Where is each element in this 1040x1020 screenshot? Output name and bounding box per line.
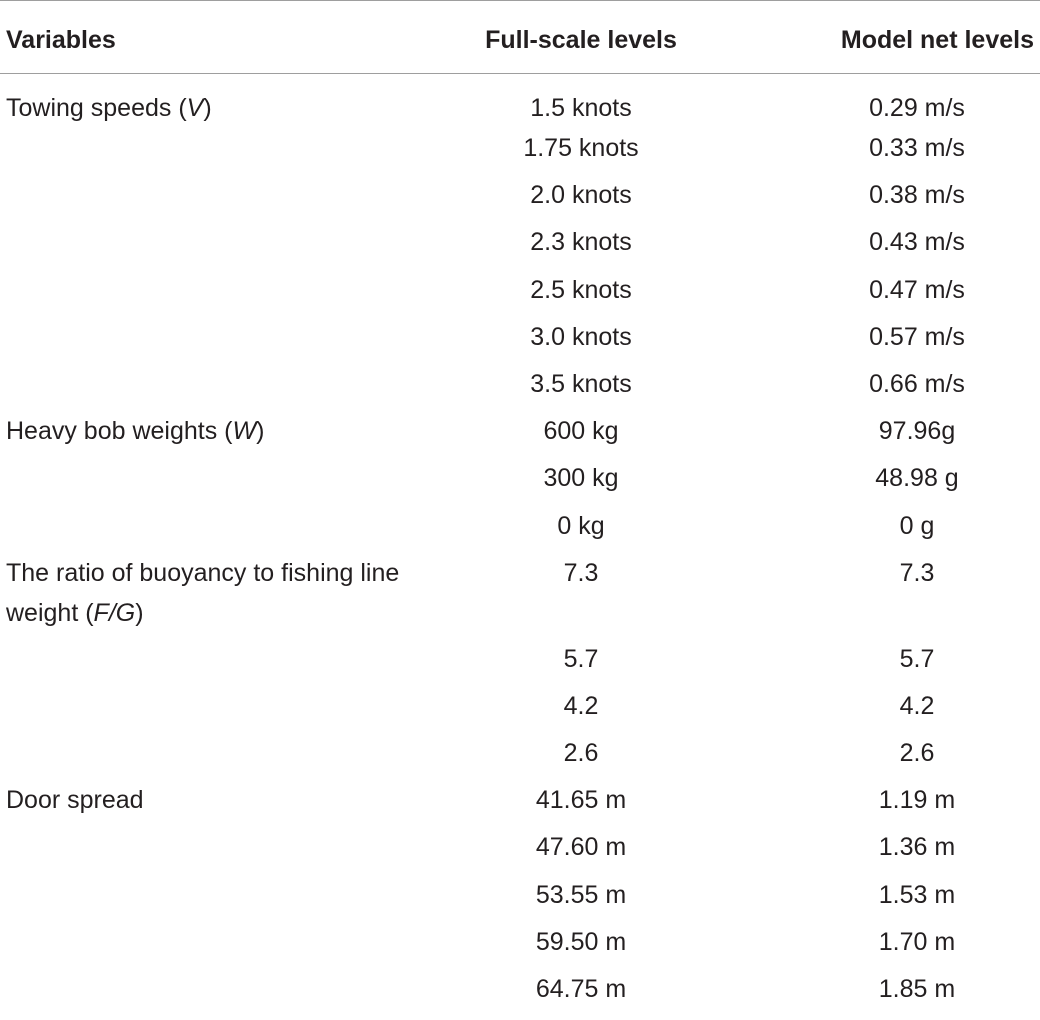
cell-full-scale-level: 5.7 <box>563 644 599 673</box>
cell-model-net-level: 0.33 m/s <box>869 134 965 162</box>
cell-variable: The ratio of buoyancy to fishing line we… <box>0 553 412 639</box>
table-row: 53.55 m 1.53 m <box>0 875 1040 922</box>
table-row: The ratio of buoyancy to fishing line we… <box>0 553 1040 639</box>
cell-full-scale-level: 2.3 knots <box>530 228 632 257</box>
cell-model-net-level: 7.3 <box>899 558 935 587</box>
cell-full-scale-level: 300 kg <box>543 464 619 493</box>
table-row: 1.75 knots 0.33 m/s <box>0 128 1040 175</box>
cell-model-net-level: 0 g <box>899 511 935 540</box>
table-row: 3.5 knots 0.66 m/s <box>0 364 1040 411</box>
cell-variable: Heavy bob weights (W) <box>0 411 412 458</box>
table-row: 59.50 m 1.70 m <box>0 922 1040 969</box>
cell-model-net-level: 2.6 <box>899 739 935 768</box>
cell-full-scale-level: 3.5 knots <box>530 369 632 398</box>
cell-full-scale-level: 47.60 m <box>535 833 627 862</box>
cell-variable <box>0 175 412 222</box>
variable-suffix: ) <box>203 94 212 122</box>
cell-model-net-level: 97.96g <box>878 417 956 446</box>
table-row: 47.60 m 1.36 m <box>0 827 1040 874</box>
cell-model-net-level: 0.66 m/s <box>869 369 965 398</box>
table-body: Towing speeds (V) 1.5 knots 0.29 m/s 1.75 k… <box>0 74 1040 1017</box>
cell-model-net-level: 1.85 m <box>878 975 956 1003</box>
table-row: Heavy bob weights (W) 600 kg 97.96g <box>0 411 1040 458</box>
table-row: 2.3 knots 0.43 m/s <box>0 222 1040 269</box>
cell-full-scale-level: 4.2 <box>563 691 599 720</box>
cell-variable <box>0 639 412 686</box>
cell-variable <box>0 317 412 364</box>
cell-variable <box>0 875 412 922</box>
variable-symbol: W <box>232 417 257 446</box>
cell-model-net-level: 1.53 m <box>878 880 956 909</box>
table-row: Towing speeds (V) 1.5 knots 0.29 m/s <box>0 74 1040 129</box>
cell-full-scale-level: 1.5 knots <box>530 94 632 122</box>
header-full-scale-levels: Full-scale levels <box>412 0 750 74</box>
table-row: 3.0 knots 0.57 m/s <box>0 317 1040 364</box>
variable-suffix: ) <box>256 417 265 446</box>
cell-variable <box>0 270 412 317</box>
cell-model-net-level: 5.7 <box>899 644 935 673</box>
cell-model-net-level: 1.36 m <box>878 833 956 862</box>
cell-model-net-level: 1.19 m <box>878 786 956 815</box>
cell-full-scale-level: 41.65 m <box>535 786 627 815</box>
table-row: 300 kg 48.98 g <box>0 458 1040 505</box>
cell-variable <box>0 222 412 269</box>
cell-variable <box>0 827 412 874</box>
table-header-row: Variables Full-scale levels Model net le… <box>0 0 1040 74</box>
cell-full-scale-level: 0 kg <box>557 511 605 540</box>
table-row: 0 kg 0 g <box>0 506 1040 553</box>
variable-suffix: ) <box>135 598 144 627</box>
cell-variable <box>0 128 412 175</box>
cell-full-scale-level: 53.55 m <box>535 880 627 909</box>
variable-label: Heavy bob weights ( <box>6 417 233 446</box>
cell-model-net-level: 48.98 g <box>875 464 959 493</box>
cell-variable <box>0 506 412 553</box>
cell-full-scale-level: 7.3 <box>563 558 599 587</box>
variable-symbol: V <box>186 94 204 122</box>
cell-variable <box>0 686 412 733</box>
cell-variable <box>0 733 412 780</box>
cell-full-scale-level: 1.75 knots <box>523 134 639 162</box>
variable-label: Door spread <box>6 786 144 815</box>
cell-full-scale-level: 64.75 m <box>535 975 627 1003</box>
cell-model-net-level: 0.47 m/s <box>869 275 965 304</box>
table-row: 2.6 2.6 <box>0 733 1040 780</box>
variable-label: The ratio of buoyancy to fishing line we… <box>6 558 400 627</box>
cell-variable <box>0 458 412 505</box>
cell-full-scale-level: 2.6 <box>563 739 599 768</box>
cell-variable <box>0 922 412 969</box>
cell-variable: Towing speeds (V) <box>0 74 412 129</box>
table-row: 2.5 knots 0.47 m/s <box>0 270 1040 317</box>
table-row: Door spread 41.65 m 1.19 m <box>0 780 1040 827</box>
cell-model-net-level: 0.43 m/s <box>869 228 965 257</box>
variable-label: Towing speeds ( <box>6 94 187 122</box>
cell-variable <box>0 364 412 411</box>
variable-symbol: F/G <box>93 598 136 627</box>
cell-model-net-level: 0.57 m/s <box>869 322 965 351</box>
cell-model-net-level: 4.2 <box>899 691 935 720</box>
table-row: 5.7 5.7 <box>0 639 1040 686</box>
cell-full-scale-level: 2.5 knots <box>530 275 632 304</box>
cell-variable: Door spread <box>0 780 412 827</box>
table-row: 2.0 knots 0.38 m/s <box>0 175 1040 222</box>
table-row: 64.75 m 1.85 m <box>0 969 1040 1016</box>
cell-full-scale-level: 600 kg <box>543 417 619 446</box>
table-row: 4.2 4.2 <box>0 686 1040 733</box>
cell-full-scale-level: 2.0 knots <box>530 181 632 210</box>
cell-variable <box>0 969 412 1016</box>
cell-full-scale-level: 59.50 m <box>535 927 627 956</box>
cell-model-net-level: 0.38 m/s <box>869 181 965 210</box>
header-model-net-levels: Model net levels <box>750 0 1040 74</box>
cell-model-net-level: 1.70 m <box>878 927 956 956</box>
cell-full-scale-level: 3.0 knots <box>530 322 632 351</box>
cell-model-net-level: 0.29 m/s <box>869 94 965 122</box>
header-variables: Variables <box>0 0 412 74</box>
